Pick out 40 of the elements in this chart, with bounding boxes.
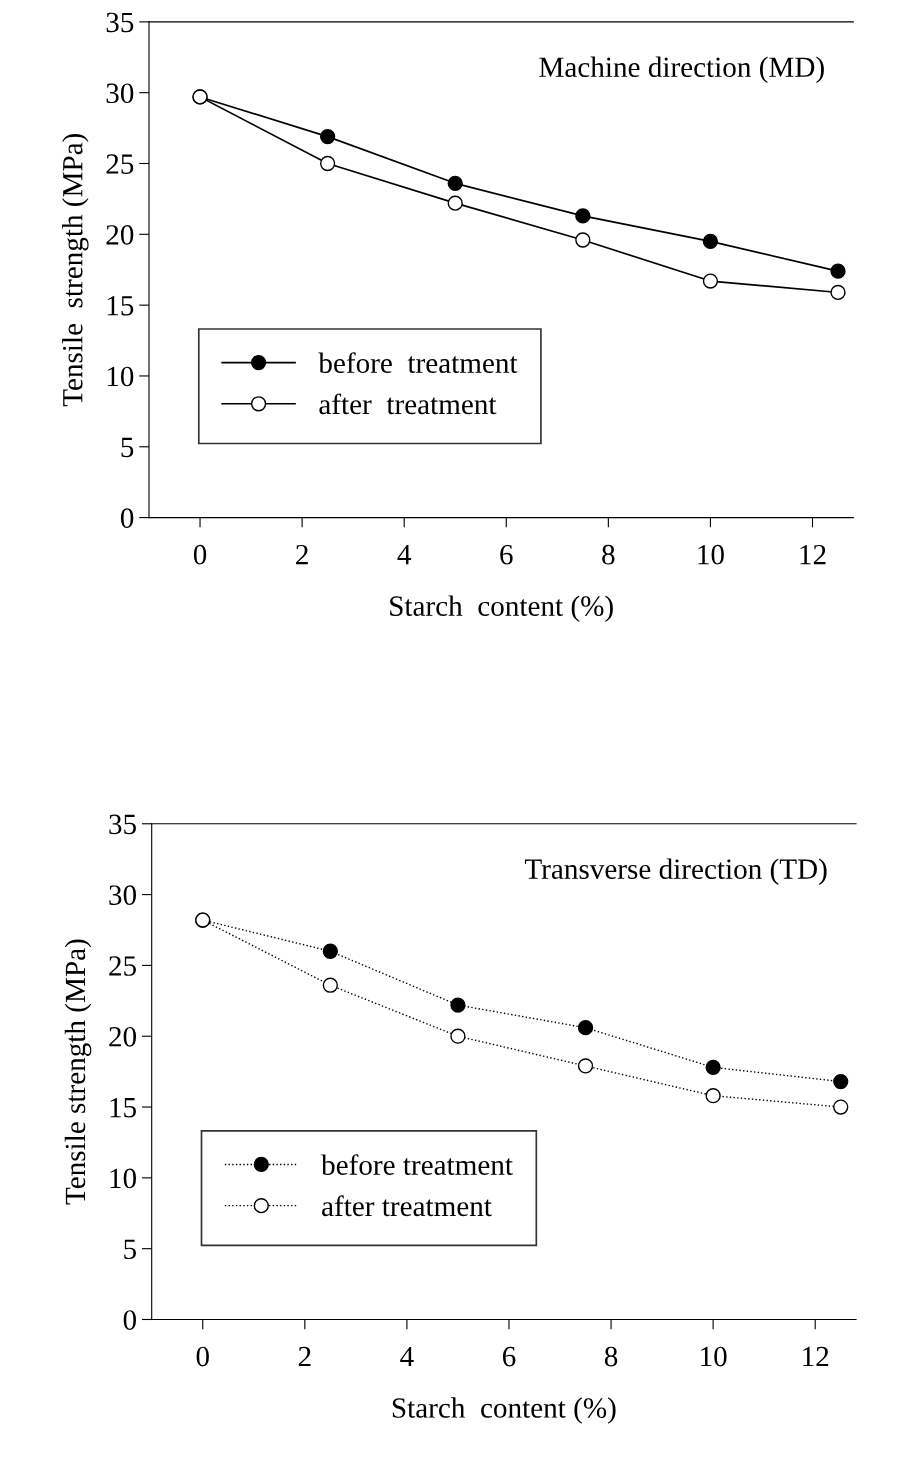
y-tick-label: 15 (107, 296, 134, 316)
x-tick-label: 6 (500, 544, 513, 565)
legend-label: after treatment (322, 1195, 492, 1217)
legend-label: after treatment (319, 393, 497, 415)
x-axis-title: Starch content (%) (390, 595, 613, 622)
y-tick-label: 5 (121, 437, 134, 458)
x-tick-label: 12 (803, 1346, 829, 1367)
y-tick-label: 35 (109, 814, 136, 835)
y-tick-label: 15 (110, 1097, 136, 1118)
x-tick-label: 6 (502, 1346, 516, 1367)
x-tick-label: 4 (397, 545, 412, 565)
x-tick-label: 0 (193, 544, 207, 565)
y-tick-label: 25 (106, 154, 134, 174)
legend-label: before treatment (318, 352, 518, 374)
x-tick-label: 10 (701, 1346, 727, 1367)
y-tick-label: 0 (123, 1310, 137, 1330)
y-tick-label: 10 (110, 1168, 137, 1189)
x-tick-label: 12 (800, 544, 826, 565)
y-tick-label: 35 (106, 12, 134, 33)
y-axis-title: Tensile strength (MPa) (64, 939, 92, 1205)
x-tick-label: 8 (602, 544, 615, 565)
x-tick-label: 2 (296, 544, 308, 565)
y-tick-label: 20 (109, 1026, 137, 1047)
y-tick-label: 0 (120, 508, 134, 528)
annotation: Transverse direction (TD) (524, 858, 827, 885)
y-tick-label: 20 (106, 225, 134, 245)
y-tick-label: 10 (107, 366, 134, 387)
legend-label: before treatment (321, 1154, 513, 1175)
x-tick-label: 10 (698, 544, 724, 565)
x-axis-title: Starch content (%) (392, 1397, 616, 1424)
y-axis-title: Tensile strength (MPa) (62, 133, 89, 407)
x-tick-label: 8 (604, 1346, 618, 1367)
y-tick-label: 25 (109, 956, 136, 976)
y-tick-label: 30 (109, 885, 137, 905)
x-tick-label: 0 (196, 1346, 209, 1367)
y-tick-label: 5 (124, 1239, 136, 1260)
annotation: Machine direction (MD) (539, 56, 824, 84)
y-tick-label: 30 (106, 83, 134, 104)
x-tick-label: 4 (400, 1346, 414, 1367)
x-tick-label: 2 (298, 1346, 311, 1367)
